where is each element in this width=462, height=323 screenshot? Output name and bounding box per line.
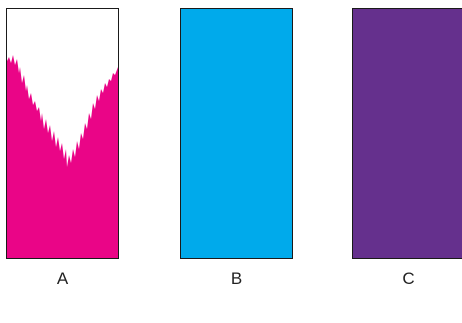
panel-c — [352, 8, 462, 259]
panel-a-ragged-fill — [7, 55, 118, 258]
panel-c-label: C — [402, 269, 415, 288]
panel-a — [6, 8, 119, 259]
ragged-fill-shape — [7, 55, 118, 258]
panel-b — [180, 8, 293, 259]
panel-a-label: A — [56, 269, 69, 288]
panel-b-label: B — [230, 269, 243, 288]
